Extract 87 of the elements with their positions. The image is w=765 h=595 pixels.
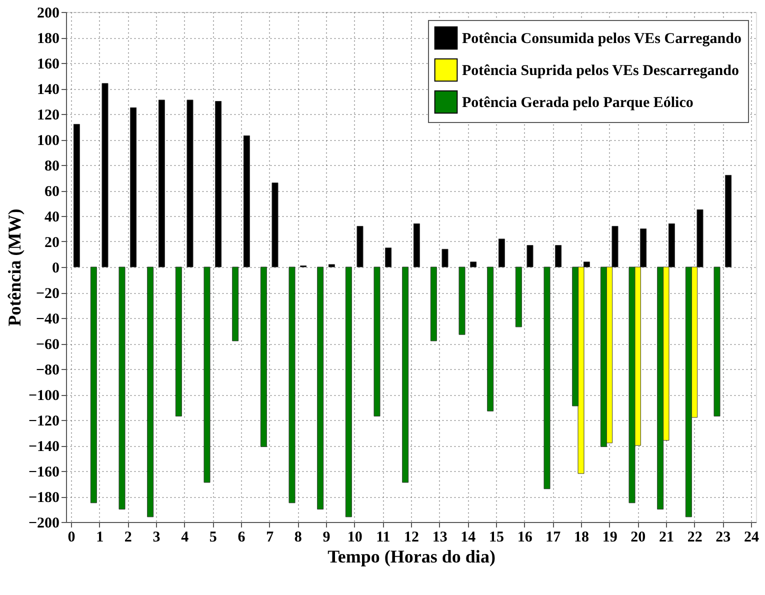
bar [102,83,108,268]
bar [232,266,239,342]
bar [402,266,409,483]
y-tick-label: −120 [28,414,60,430]
y-tick-label: 120 [37,108,60,124]
x-tick-label: 6 [238,530,246,546]
y-tick-label: 40 [44,210,60,226]
x-tick-label: 17 [546,530,562,546]
y-tick-label: −160 [28,464,60,480]
bar [515,266,522,328]
x-tick-label: 12 [404,530,419,546]
x-tick-label: 11 [376,530,390,546]
x-tick-label: 4 [181,530,190,546]
x-tick-label: 16 [517,530,533,546]
bar [130,107,137,268]
bar [725,174,732,268]
y-tick-label: −180 [28,490,60,506]
bar [73,124,80,268]
bar [204,266,210,483]
x-tick-label: 22 [687,530,702,546]
bar [487,266,494,412]
y-tick-label: −100 [28,388,60,404]
bar [317,266,324,510]
y-tick-label: 200 [37,6,60,22]
legend-label: Potência Gerada pelo Parque Eólico [462,95,694,111]
y-tick-label: −80 [36,362,60,378]
bar [526,245,534,268]
bar [147,266,154,518]
y-tick-label: 0 [52,260,60,276]
x-tick-label: 24 [744,530,760,546]
bar [442,248,448,268]
y-tick-label: −60 [36,337,60,353]
bar [498,238,505,268]
bar [90,266,97,504]
bar [430,266,437,342]
bar [374,266,380,416]
bar [345,266,352,518]
x-tick-label: 23 [716,530,731,546]
y-tick-label: 160 [37,56,60,72]
x-tick-label: 1 [96,530,104,546]
x-tick-label: 5 [209,530,217,546]
bar [243,135,250,268]
y-tick-label: −140 [28,439,60,455]
bar [215,101,222,268]
x-tick-label: 21 [659,530,674,546]
y-tick-label: 20 [44,235,60,251]
y-tick-label: 80 [44,158,60,174]
bar [413,223,420,268]
bar [288,266,296,504]
bar [158,100,165,268]
x-tick-label: 7 [266,530,274,546]
y-tick-label: 100 [37,133,60,149]
x-tick-label: 20 [630,530,646,546]
bar [544,266,550,490]
bar [458,266,466,335]
y-tick-label: 180 [37,31,60,47]
legend-label: Potência Suprida pelos VEs Descarregando [462,63,739,79]
y-tick-label: −200 [28,516,60,532]
bar [555,245,562,268]
bar [470,262,477,268]
bar [356,226,364,268]
bar [272,182,278,268]
x-tick-label: 18 [574,530,589,546]
y-tick-label: −40 [36,312,60,328]
y-tick-label: 140 [37,82,60,98]
x-tick-label: 14 [460,530,476,546]
x-tick-label: 9 [322,530,330,546]
y-tick-label: −20 [36,286,60,302]
x-tick-label: 10 [347,530,362,546]
x-tick-label: 8 [294,530,302,546]
bar [260,266,267,448]
x-tick-label: 13 [432,530,448,546]
bar [714,266,720,416]
bar [186,100,194,268]
x-tick-label: 15 [489,530,504,546]
x-tick-label: 19 [602,530,618,546]
y-tick-label: 60 [44,184,60,200]
bar [328,264,335,268]
bar [175,266,182,416]
x-tick-label: 2 [124,530,132,546]
bar [385,248,392,268]
legend-label: Potência Consumida pelos VEs Carregando [462,31,742,47]
x-axis-title: Tempo (Horas do dia) [328,546,496,566]
x-tick-label: 0 [68,530,76,546]
y-axis-title: Potência (MW) [4,208,24,326]
x-tick-label: 3 [152,530,160,546]
bar [118,266,126,510]
